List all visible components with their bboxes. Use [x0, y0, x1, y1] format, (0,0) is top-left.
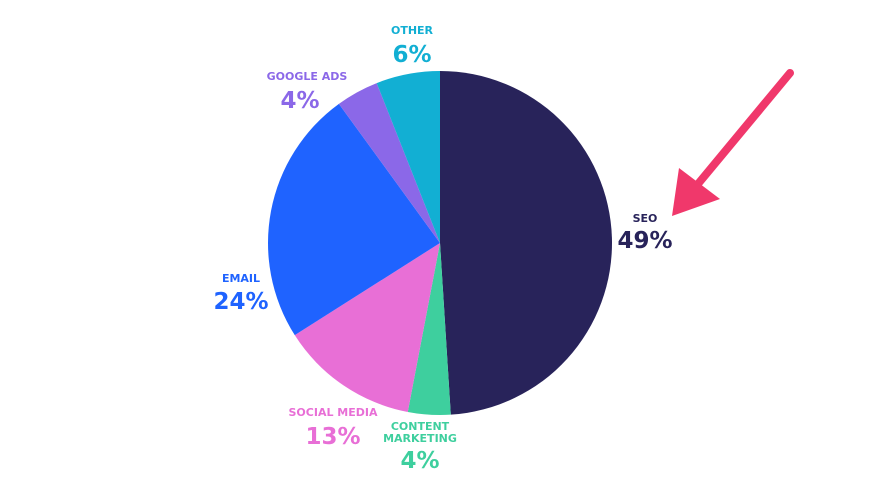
pie-slice — [338, 83, 440, 243]
pie-slice — [407, 243, 451, 415]
pie-slice — [376, 71, 440, 243]
pointer-arrow — [672, 69, 794, 216]
slice-name: SEO — [633, 212, 658, 225]
slice-name: CONTENT MARKETING — [383, 420, 457, 445]
slice-name: OTHER — [391, 24, 434, 37]
pie-slice — [294, 243, 440, 412]
slice-value-label: 49% — [617, 228, 672, 254]
slice-name: EMAIL — [222, 272, 260, 285]
slice-name: SOCIAL MEDIA — [289, 406, 378, 419]
slice-name: GOOGLE ADS — [267, 70, 348, 83]
pie-slice — [440, 71, 612, 415]
slice-value-label: 6% — [392, 42, 431, 68]
slice-value-label: 13% — [305, 424, 360, 450]
pie-slice — [268, 103, 440, 336]
slice-value-label: 4% — [400, 448, 439, 474]
slice-value-label: 4% — [280, 88, 319, 114]
slice-value-label: 24% — [213, 289, 268, 315]
